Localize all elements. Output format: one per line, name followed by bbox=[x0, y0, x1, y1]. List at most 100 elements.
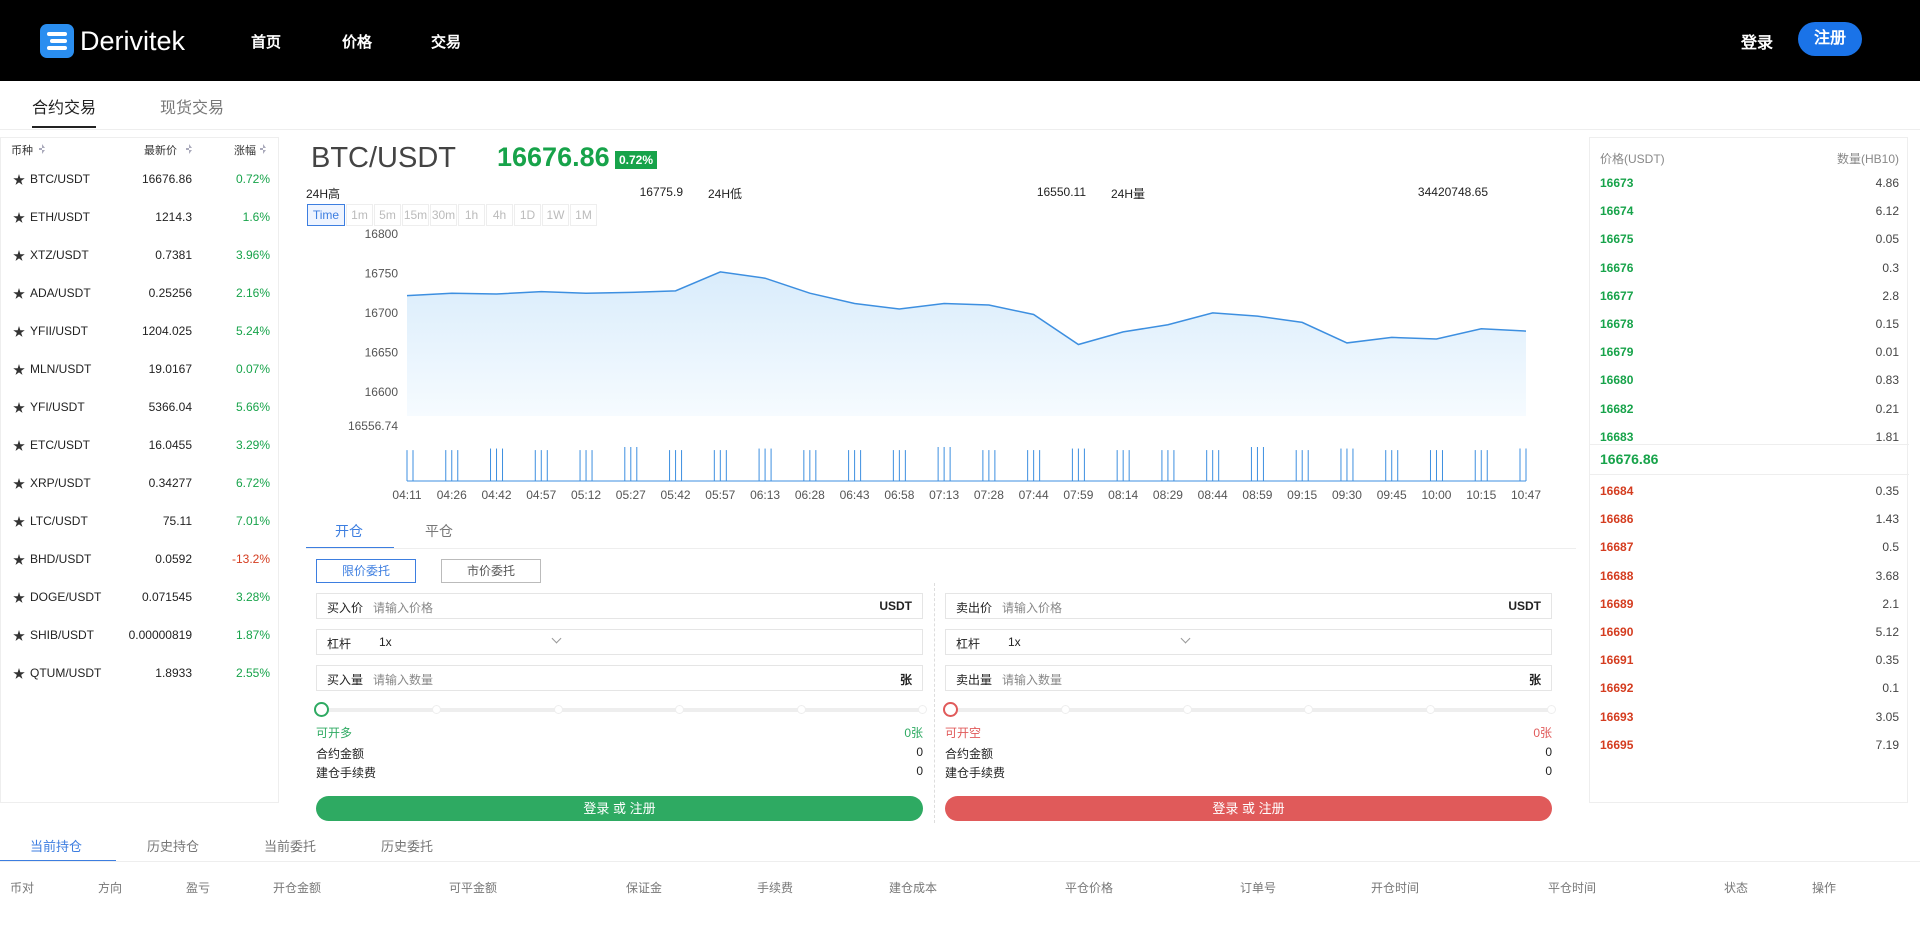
slider-track[interactable] bbox=[316, 708, 923, 712]
market-header[interactable]: 币种 bbox=[11, 145, 33, 157]
interval-button[interactable]: 4h bbox=[486, 204, 513, 226]
pair-title: BTC/USDT bbox=[311, 142, 456, 174]
market-pair[interactable]: SHIB/USDT bbox=[30, 628, 95, 642]
market-header[interactable]: 涨幅 bbox=[234, 145, 256, 157]
book-price[interactable]: 16692 bbox=[1600, 681, 1634, 696]
book-price[interactable]: 16673 bbox=[1600, 176, 1634, 190]
star-icon[interactable] bbox=[13, 326, 25, 337]
book-amount: 0.5 bbox=[1882, 540, 1899, 555]
submit-button[interactable]: 登录 或 注册 bbox=[945, 796, 1552, 821]
book-price[interactable]: 16676 bbox=[1600, 260, 1634, 275]
book-price[interactable]: 16674 bbox=[1600, 204, 1634, 219]
submit-button[interactable]: 登录 或 注册 bbox=[316, 796, 923, 821]
book-price[interactable]: 16680 bbox=[1600, 373, 1634, 388]
main-tab[interactable]: 合约交易 bbox=[32, 100, 97, 117]
star-icon[interactable] bbox=[13, 668, 25, 679]
market-pair[interactable]: DOGE/USDT bbox=[30, 590, 102, 604]
market-pair[interactable]: ADA/USDT bbox=[30, 286, 91, 300]
market-change: 3.29% bbox=[235, 438, 270, 452]
star-icon[interactable] bbox=[13, 440, 25, 451]
input-field[interactable]: 买入量 请输入数量 张 bbox=[316, 665, 923, 691]
interval-button[interactable]: 5m bbox=[374, 204, 401, 226]
market-pair[interactable]: YFII/USDT bbox=[30, 324, 89, 338]
order-type-button[interactable]: 市价委托 bbox=[441, 559, 541, 583]
market-pair[interactable]: ETH/USDT bbox=[30, 210, 90, 224]
nav-link[interactable]: 交易 bbox=[431, 34, 462, 51]
sort-icon bbox=[39, 144, 45, 154]
slider-handle[interactable] bbox=[314, 702, 329, 717]
order-type-button[interactable]: 限价委托 bbox=[316, 559, 416, 583]
market-pair[interactable]: BTC/USDT bbox=[30, 172, 90, 186]
market-pair[interactable]: XTZ/USDT bbox=[30, 248, 89, 262]
login-link[interactable]: 登录 bbox=[1741, 35, 1774, 52]
book-price[interactable]: 16684 bbox=[1600, 484, 1634, 498]
book-amount: 0.15 bbox=[1875, 317, 1899, 331]
star-icon[interactable] bbox=[13, 212, 25, 223]
book-amount: 0.1 bbox=[1882, 681, 1899, 696]
interval-button[interactable]: 1m bbox=[346, 204, 373, 226]
book-price[interactable]: 16678 bbox=[1600, 317, 1634, 331]
star-icon[interactable] bbox=[13, 478, 25, 489]
book-price[interactable]: 16683 bbox=[1600, 429, 1634, 444]
select-value: 1x bbox=[379, 635, 392, 649]
input-field[interactable]: 杠杆 1x bbox=[945, 629, 1552, 655]
interval-button[interactable]: Time bbox=[307, 204, 345, 226]
star-icon[interactable] bbox=[13, 174, 25, 185]
market-pair[interactable]: BHD/USDT bbox=[30, 552, 92, 566]
slider-dot bbox=[1304, 705, 1314, 714]
market-pair[interactable]: LTC/USDT bbox=[30, 514, 88, 528]
slider-handle[interactable] bbox=[943, 702, 958, 717]
interval-button[interactable]: 1M bbox=[570, 204, 597, 226]
book-price[interactable]: 16689 bbox=[1600, 596, 1634, 611]
star-icon[interactable] bbox=[13, 630, 25, 641]
market-pair[interactable]: YFI/USDT bbox=[30, 400, 85, 414]
book-price[interactable]: 16687 bbox=[1600, 540, 1634, 555]
interval-button[interactable]: 1D bbox=[514, 204, 541, 226]
book-price[interactable]: 16677 bbox=[1600, 288, 1634, 303]
book-price[interactable]: 16679 bbox=[1600, 345, 1634, 360]
book-price[interactable]: 16690 bbox=[1600, 625, 1634, 639]
star-icon[interactable] bbox=[13, 402, 25, 413]
star-icon[interactable] bbox=[13, 554, 25, 565]
position-tab[interactable]: 历史持仓 bbox=[147, 839, 200, 854]
input-field[interactable]: 卖出量 请输入数量 张 bbox=[945, 665, 1552, 691]
summary-label: 可开空 bbox=[945, 726, 982, 740]
book-price[interactable]: 16688 bbox=[1600, 568, 1634, 583]
slider-track[interactable] bbox=[945, 708, 1552, 712]
interval-button[interactable]: 1W bbox=[542, 204, 569, 226]
input-field[interactable]: 卖出价 请输入价格 USDT bbox=[945, 593, 1552, 619]
trade-tab[interactable]: 开仓 bbox=[335, 523, 363, 539]
market-header[interactable]: 最新价 bbox=[144, 145, 177, 157]
star-icon[interactable] bbox=[13, 250, 25, 261]
interval-button[interactable]: 30m bbox=[430, 204, 457, 226]
star-icon[interactable] bbox=[13, 288, 25, 299]
market-pair[interactable]: XRP/USDT bbox=[30, 476, 91, 490]
interval-button[interactable]: 15m bbox=[402, 204, 429, 226]
nav-link[interactable]: 首页 bbox=[251, 34, 282, 51]
position-tab[interactable]: 当前委托 bbox=[264, 839, 317, 854]
market-pair[interactable]: QTUM/USDT bbox=[30, 666, 102, 680]
star-icon[interactable] bbox=[13, 592, 25, 603]
interval-button[interactable]: 1h bbox=[458, 204, 485, 226]
market-pair[interactable]: MLN/USDT bbox=[30, 362, 92, 376]
book-price[interactable]: 16691 bbox=[1600, 653, 1634, 668]
trade-tab[interactable]: 平仓 bbox=[425, 523, 453, 539]
book-price[interactable]: 16695 bbox=[1600, 737, 1634, 752]
book-price[interactable]: 16686 bbox=[1600, 512, 1634, 527]
register-button[interactable]: 注册 bbox=[1798, 22, 1862, 56]
star-icon[interactable] bbox=[13, 364, 25, 375]
market-pair[interactable]: ETC/USDT bbox=[30, 438, 90, 452]
input-field[interactable]: 买入价 请输入价格 USDT bbox=[316, 593, 923, 619]
book-price[interactable]: 16693 bbox=[1600, 709, 1634, 724]
market-price: 75.11 bbox=[162, 514, 192, 528]
logo-icon bbox=[40, 24, 74, 58]
nav-link[interactable]: 价格 bbox=[342, 34, 373, 51]
position-tab[interactable]: 历史委托 bbox=[381, 839, 434, 854]
star-icon[interactable] bbox=[13, 516, 25, 527]
position-tab[interactable]: 当前持仓 bbox=[30, 839, 83, 854]
book-price[interactable]: 16682 bbox=[1600, 401, 1634, 416]
book-price[interactable]: 16675 bbox=[1600, 232, 1634, 247]
main-tab[interactable]: 现货交易 bbox=[160, 100, 225, 117]
market-price: 1214.3 bbox=[155, 210, 192, 224]
input-field[interactable]: 杠杆 1x bbox=[316, 629, 923, 655]
